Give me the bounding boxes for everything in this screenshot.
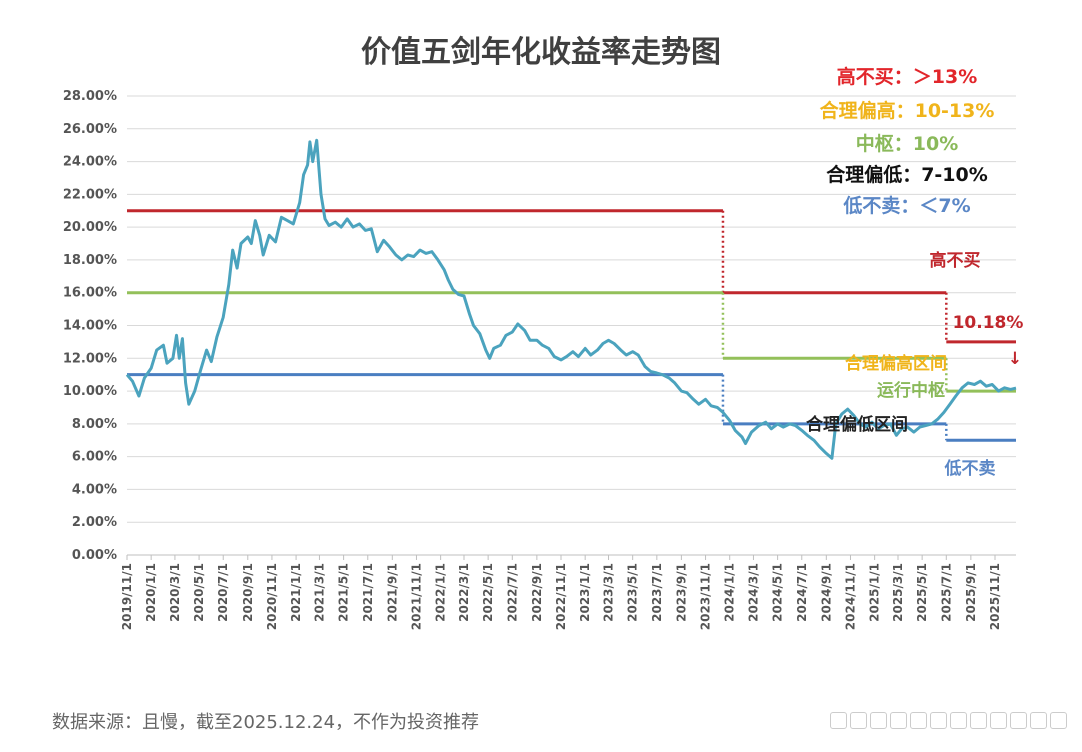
- x-tick-label: 2022/9/1: [530, 563, 544, 622]
- y-axis-ticks: 0.00% 2.00% 4.00% 6.00% 8.00% 10.00% 12.00% 14.…: [63, 89, 117, 563]
- x-tick-label: 2022/1/1: [434, 563, 448, 622]
- x-tick-label: 2024/11/1: [843, 563, 857, 630]
- x-tick-label: 2021/11/1: [409, 563, 423, 630]
- watermark-dots: [830, 712, 1070, 732]
- x-tick-label: 2022/11/1: [554, 563, 568, 630]
- x-tick-label: 2024/9/1: [819, 563, 833, 622]
- annotation-last-value: 10.18%: [953, 313, 1024, 333]
- y-tick-label: 22.00%: [63, 187, 117, 202]
- x-tick-label: 2023/1/1: [578, 563, 592, 622]
- x-tick-label: 2019/11/1: [120, 563, 134, 630]
- x-tick-label: 2022/3/1: [457, 563, 471, 622]
- x-tick-label: 2020/3/1: [168, 563, 182, 622]
- chart-title: 价值五剑年化收益率走势图: [361, 35, 721, 70]
- annotation-reasonable-low-range: 合理偏低区间: [806, 414, 908, 435]
- x-tick-label: 2025/9/1: [964, 563, 978, 622]
- source-note: 数据来源：且慢，截至2025.12.24，不作为投资推荐: [52, 712, 480, 733]
- x-tick-label: 2025/7/1: [939, 563, 953, 622]
- x-tick-label: 2021/1/1: [289, 563, 303, 622]
- x-tick-label: 2025/11/1: [988, 563, 1002, 630]
- legend: 高不买：＞13% 合理偏高：10-13% 中枢：10% 合理偏低：7-10% 低不卖：＜…: [820, 65, 995, 217]
- x-tick-label: 2022/5/1: [481, 563, 495, 622]
- x-tick-label: 2023/5/1: [626, 563, 640, 622]
- x-tick-label: 2021/3/1: [312, 563, 326, 622]
- legend-entry: 低不卖：＜7%: [842, 194, 970, 217]
- y-tick-label: 18.00%: [63, 253, 117, 268]
- y-tick-label: 28.00%: [63, 89, 117, 104]
- y-tick-label: 6.00%: [72, 450, 117, 465]
- y-tick-label: 8.00%: [72, 417, 117, 432]
- x-tick-label: 2025/5/1: [915, 563, 929, 622]
- x-tick-label: 2024/7/1: [795, 563, 809, 622]
- annotation-arrow: ↓: [1008, 349, 1022, 369]
- x-tick-label: 2025/1/1: [868, 563, 882, 622]
- x-tick-label: 2020/9/1: [241, 563, 255, 622]
- y-tick-label: 2.00%: [72, 515, 117, 530]
- annotation-low-no-sell: 低不卖: [944, 458, 996, 479]
- legend-entry: 合理偏高：10-13%: [820, 99, 995, 122]
- x-tick-label: 2020/1/1: [144, 563, 158, 622]
- y-tick-label: 4.00%: [72, 482, 117, 497]
- x-tick-label: 2020/7/1: [216, 563, 230, 622]
- x-tick-label: 2020/11/1: [265, 563, 279, 630]
- x-tick-label: 2023/7/1: [650, 563, 664, 622]
- annotation-high-no-buy: 高不买: [930, 250, 981, 271]
- legend-entry: 中枢：10%: [856, 132, 958, 155]
- annotation-reasonable-high-range: 合理偏高区间: [845, 353, 947, 374]
- series-lines: [125, 138, 1017, 460]
- x-tick-label: 2024/5/1: [771, 563, 785, 622]
- y-tick-label: 20.00%: [63, 220, 117, 235]
- x-tick-label: 2021/9/1: [385, 563, 399, 622]
- legend-entry: 合理偏低：7-10%: [826, 163, 988, 186]
- legend-entry: 高不买：＞13%: [837, 65, 977, 88]
- y-tick-label: 14.00%: [63, 319, 117, 334]
- x-tick-label: 2020/5/1: [192, 563, 206, 622]
- y-tick-label: 26.00%: [63, 122, 117, 137]
- y-tick-label: 24.00%: [63, 155, 117, 170]
- x-tick-label: 2024/3/1: [746, 563, 760, 622]
- x-tick-label: 2022/7/1: [505, 563, 519, 622]
- x-tick-label: 2024/1/1: [723, 563, 737, 622]
- y-tick-label: 16.00%: [63, 286, 117, 301]
- annotation-running-center: 运行中枢: [877, 380, 945, 401]
- series-line: [125, 138, 1017, 460]
- x-tick-label: 2023/9/1: [674, 563, 688, 622]
- x-tick-label: 2025/3/1: [891, 563, 905, 622]
- gridlines: [127, 95, 1016, 556]
- y-tick-label: 10.00%: [63, 384, 117, 399]
- x-tick-label: 2023/3/1: [602, 563, 616, 622]
- x-tick-label: 2021/5/1: [337, 563, 351, 622]
- x-axis-ticks: 2019/11/1 2020/1/1 2020/3/1 2020/5/1 2020/7/…: [120, 555, 1002, 630]
- y-tick-label: 12.00%: [63, 351, 117, 366]
- y-tick-label: 0.00%: [72, 548, 117, 563]
- x-tick-label: 2023/11/1: [699, 563, 713, 630]
- x-tick-label: 2021/7/1: [361, 563, 375, 622]
